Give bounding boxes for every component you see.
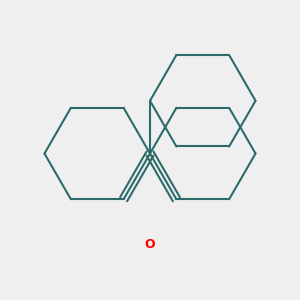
Text: O: O bbox=[145, 238, 155, 251]
